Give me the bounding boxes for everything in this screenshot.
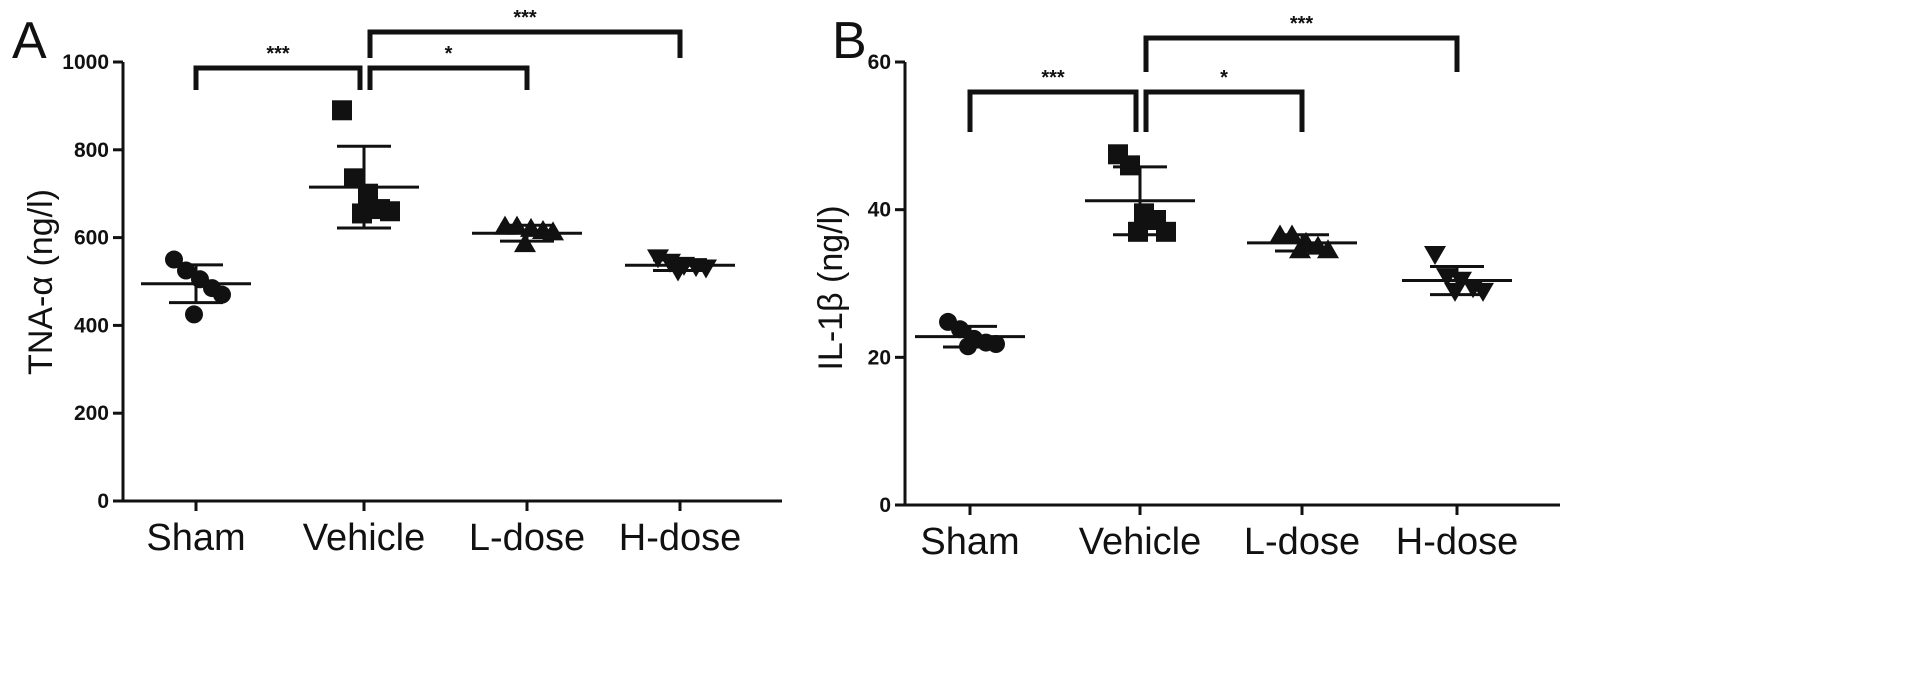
- bracket-line: [967, 89, 1139, 132]
- series-vehicle: [1085, 144, 1195, 242]
- significance-bracket: *: [367, 43, 530, 90]
- bracket-line: [193, 65, 363, 90]
- x-tick-label: L-dose: [469, 517, 585, 559]
- y-tick-label: 0: [97, 490, 109, 513]
- series-l-dose: [1247, 224, 1357, 259]
- y-tick-label: 1000: [62, 51, 109, 74]
- x-tick-label: Sham: [146, 517, 245, 559]
- significance-bracket: ***: [193, 43, 363, 90]
- data-point: [344, 168, 364, 189]
- series-vehicle: [309, 100, 419, 230]
- y-tick-label: 800: [74, 139, 109, 162]
- y-tick-label: 60: [868, 51, 891, 74]
- data-point: [951, 320, 969, 339]
- data-point: [987, 335, 1005, 354]
- significance-label: *: [445, 43, 453, 65]
- y-tick-label: 20: [868, 346, 891, 369]
- y-tick-label: 200: [74, 402, 109, 425]
- y-tick-label: 600: [74, 227, 109, 250]
- data-point: [380, 201, 400, 222]
- series-l-dose: [472, 215, 582, 253]
- y-tick-label: 0: [879, 494, 891, 517]
- significance-bracket: ***: [367, 7, 683, 58]
- bracket-line: [1143, 35, 1460, 72]
- data-point: [1128, 221, 1148, 242]
- x-tick-label: Vehicle: [1079, 521, 1202, 563]
- y-axis-label: IL-1β (ng/l): [812, 205, 850, 370]
- data-point: [213, 285, 231, 304]
- significance-bracket: ***: [967, 67, 1139, 132]
- significance-label: *: [1220, 67, 1228, 89]
- x-tick-label: Sham: [920, 521, 1019, 563]
- series-h-dose: [1402, 245, 1512, 302]
- y-axis-label: TNA-α (ng/l): [22, 189, 60, 375]
- data-point: [1317, 239, 1339, 259]
- y-tick-label: 400: [74, 314, 109, 337]
- data-point: [1472, 282, 1494, 302]
- x-tick-label: L-dose: [1244, 521, 1360, 563]
- data-point: [332, 100, 352, 121]
- bracket-line: [1143, 89, 1305, 132]
- data-point: [1156, 221, 1176, 242]
- series-sham: [915, 312, 1025, 356]
- bracket-line: [367, 65, 530, 90]
- data-point: [352, 203, 372, 224]
- significance-bracket: *: [1143, 67, 1305, 132]
- data-point: [1424, 245, 1446, 265]
- y-tick-label: 40: [868, 199, 891, 222]
- significance-label: ***: [266, 43, 290, 65]
- significance-label: ***: [513, 7, 537, 29]
- significance-label: ***: [1290, 13, 1314, 35]
- chart-panel-b: B 0 20 40 60 Sham Vehicle L-dose H-dose IL-1β (ng…: [812, 12, 1560, 563]
- series-sham: [141, 250, 251, 324]
- data-point: [1444, 282, 1466, 302]
- panel-letter: A: [12, 12, 47, 70]
- panel-letter: B: [832, 12, 867, 70]
- series-h-dose: [625, 249, 735, 282]
- bracket-line: [367, 29, 683, 58]
- data-point: [185, 305, 203, 324]
- x-tick-label: H-dose: [1396, 521, 1519, 563]
- data-point: [514, 233, 536, 253]
- chart-panel-a: A 0 200 400 600 800 1000 Sham Vehicle L-dose H-dos…: [12, 7, 782, 559]
- significance-label: ***: [1041, 67, 1065, 89]
- x-tick-label: Vehicle: [303, 517, 426, 559]
- significance-bracket: ***: [1143, 13, 1460, 72]
- x-tick-label: H-dose: [619, 517, 742, 559]
- data-point: [542, 221, 564, 241]
- data-point: [1289, 239, 1311, 259]
